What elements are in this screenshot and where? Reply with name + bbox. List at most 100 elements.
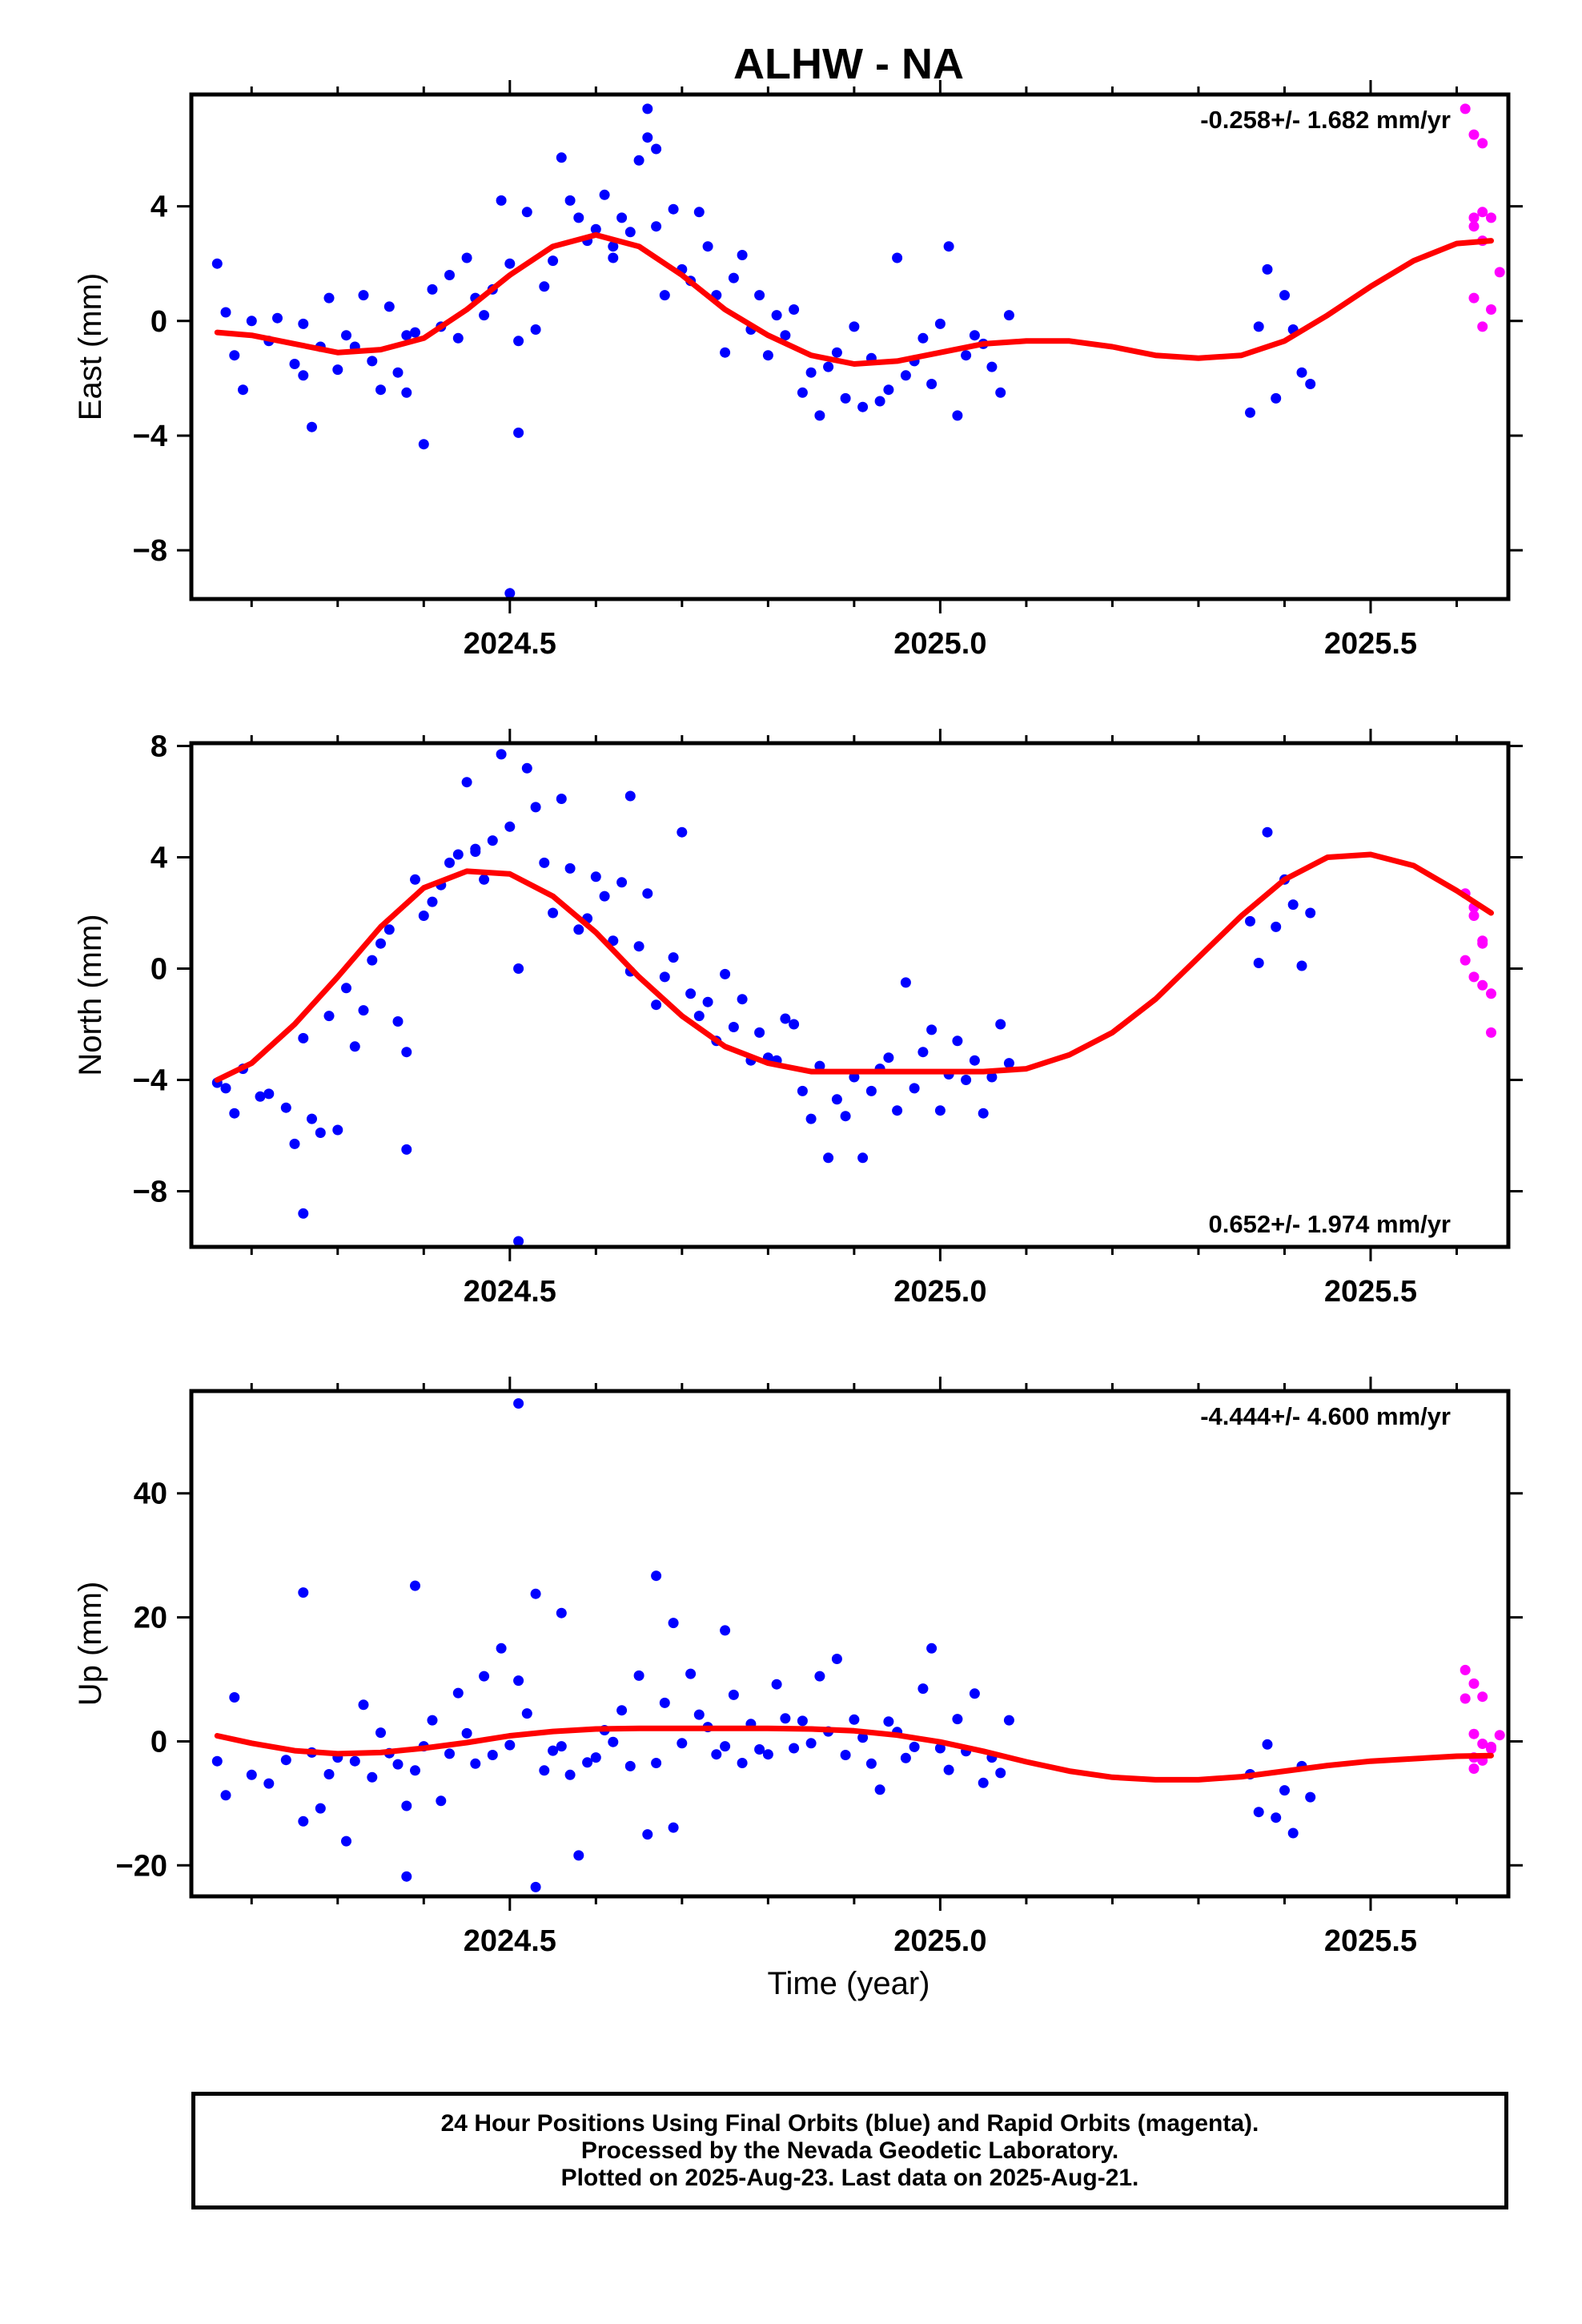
final-data-point: [1262, 1739, 1273, 1750]
rapid-data-point: [1460, 103, 1471, 115]
final-data-point: [642, 1829, 653, 1840]
final-data-point: [392, 367, 404, 378]
final-data-point: [573, 1850, 584, 1861]
final-data-point: [548, 1745, 559, 1756]
final-data-point: [1279, 1785, 1290, 1796]
final-data-point: [780, 1013, 791, 1024]
y-tick-label: 0: [151, 952, 167, 986]
final-data-point: [556, 152, 567, 163]
y-tick-label: −4: [133, 420, 167, 453]
final-data-point: [771, 1679, 782, 1690]
final-data-point: [298, 1587, 309, 1598]
final-data-point: [444, 270, 455, 280]
final-data-point: [487, 1750, 498, 1760]
final-data-point: [831, 1094, 842, 1105]
final-data-point: [504, 258, 516, 269]
final-data-point: [616, 212, 628, 223]
x-tick-label: 2025.5: [1324, 1275, 1417, 1309]
final-data-point: [392, 1759, 404, 1770]
final-data-point: [642, 888, 653, 899]
final-data-point: [737, 1758, 748, 1768]
final-data-point: [521, 207, 532, 218]
panel-0: 2024.5 2025.0 2025.5 4 0 −4 −8 East (mm) -0.258+…: [73, 80, 1523, 661]
final-data-point: [496, 1642, 507, 1654]
final-data-point: [789, 1743, 800, 1754]
final-data-point: [624, 1760, 636, 1771]
panel-1: 2024.5 2025.0 2025.5 8 4 0 −4 −8 North (mm) 0.652…: [73, 729, 1523, 1309]
rapid-data-point: [1477, 979, 1488, 991]
final-data-point: [651, 999, 662, 1011]
final-data-point: [969, 330, 980, 341]
final-data-point: [668, 1618, 679, 1629]
rapid-data-point: [1468, 1763, 1480, 1774]
rapid-data-point: [1468, 1728, 1480, 1739]
final-data-point: [1245, 407, 1255, 418]
y-tick-label: 0: [151, 305, 167, 339]
final-data-point: [573, 924, 584, 935]
final-data-point: [934, 1105, 946, 1116]
final-data-point: [513, 963, 524, 974]
final-data-point: [720, 347, 731, 358]
final-data-point: [418, 911, 429, 921]
final-data-point: [392, 1016, 404, 1027]
final-data-point: [917, 332, 929, 344]
rapid-data-point: [1460, 1693, 1471, 1704]
final-data-point: [539, 281, 550, 292]
rapid-data-point: [1460, 1664, 1471, 1675]
final-data-point: [926, 1642, 938, 1654]
final-data-point: [375, 384, 386, 396]
final-data-point: [590, 1752, 601, 1763]
final-data-point: [651, 221, 662, 232]
rapid-data-point: [1468, 971, 1480, 983]
final-data-point: [857, 1152, 869, 1164]
final-data-point: [375, 938, 386, 949]
final-data-point: [401, 1144, 412, 1155]
y-tick-label: 0: [151, 1725, 167, 1759]
final-data-point: [452, 849, 464, 860]
final-data-point: [410, 874, 420, 885]
final-data-point: [401, 387, 412, 398]
final-data-point: [926, 1024, 938, 1035]
final-data-point: [539, 857, 550, 868]
final-data-point: [332, 364, 343, 376]
final-data-point: [401, 1800, 412, 1811]
final-data-point: [349, 1041, 360, 1052]
final-data-point: [211, 258, 223, 269]
final-data-point: [513, 1236, 524, 1247]
final-data-point: [1253, 1807, 1264, 1818]
final-data-point: [728, 272, 739, 283]
final-data-point: [1279, 290, 1290, 301]
final-data-point: [1305, 1791, 1316, 1803]
final-data-point: [556, 1607, 567, 1618]
final-data-point: [444, 1748, 455, 1759]
final-data-point: [298, 318, 309, 329]
final-data-point: [633, 1670, 644, 1681]
final-data-point: [642, 132, 653, 143]
rapid-data-point: [1460, 955, 1471, 966]
final-data-point: [513, 336, 524, 347]
final-data-point: [608, 252, 619, 263]
final-data-point: [934, 318, 946, 329]
final-data-point: [470, 1758, 481, 1769]
rapid-data-point: [1486, 1027, 1496, 1038]
final-data-point: [1253, 321, 1264, 332]
final-data-point: [401, 1047, 412, 1058]
final-data-point: [986, 361, 998, 372]
final-data-point: [1287, 899, 1299, 911]
final-data-point: [323, 1011, 335, 1022]
final-data-point: [624, 227, 636, 238]
final-data-point: [564, 1769, 576, 1780]
final-data-point: [280, 1755, 291, 1766]
rapid-data-point: [1468, 1678, 1480, 1689]
final-data-point: [797, 1715, 808, 1727]
final-data-point: [427, 283, 438, 295]
rapid-data-point: [1468, 911, 1480, 921]
final-data-point: [220, 1790, 231, 1801]
final-data-point: [892, 1105, 903, 1116]
velocity-rate-label: -4.444+/- 4.600 mm/yr: [1200, 1402, 1451, 1430]
final-data-point: [805, 367, 817, 378]
final-data-point: [814, 410, 825, 421]
final-data-point: [590, 871, 601, 883]
final-data-point: [857, 401, 869, 412]
final-data-point: [693, 1709, 705, 1720]
